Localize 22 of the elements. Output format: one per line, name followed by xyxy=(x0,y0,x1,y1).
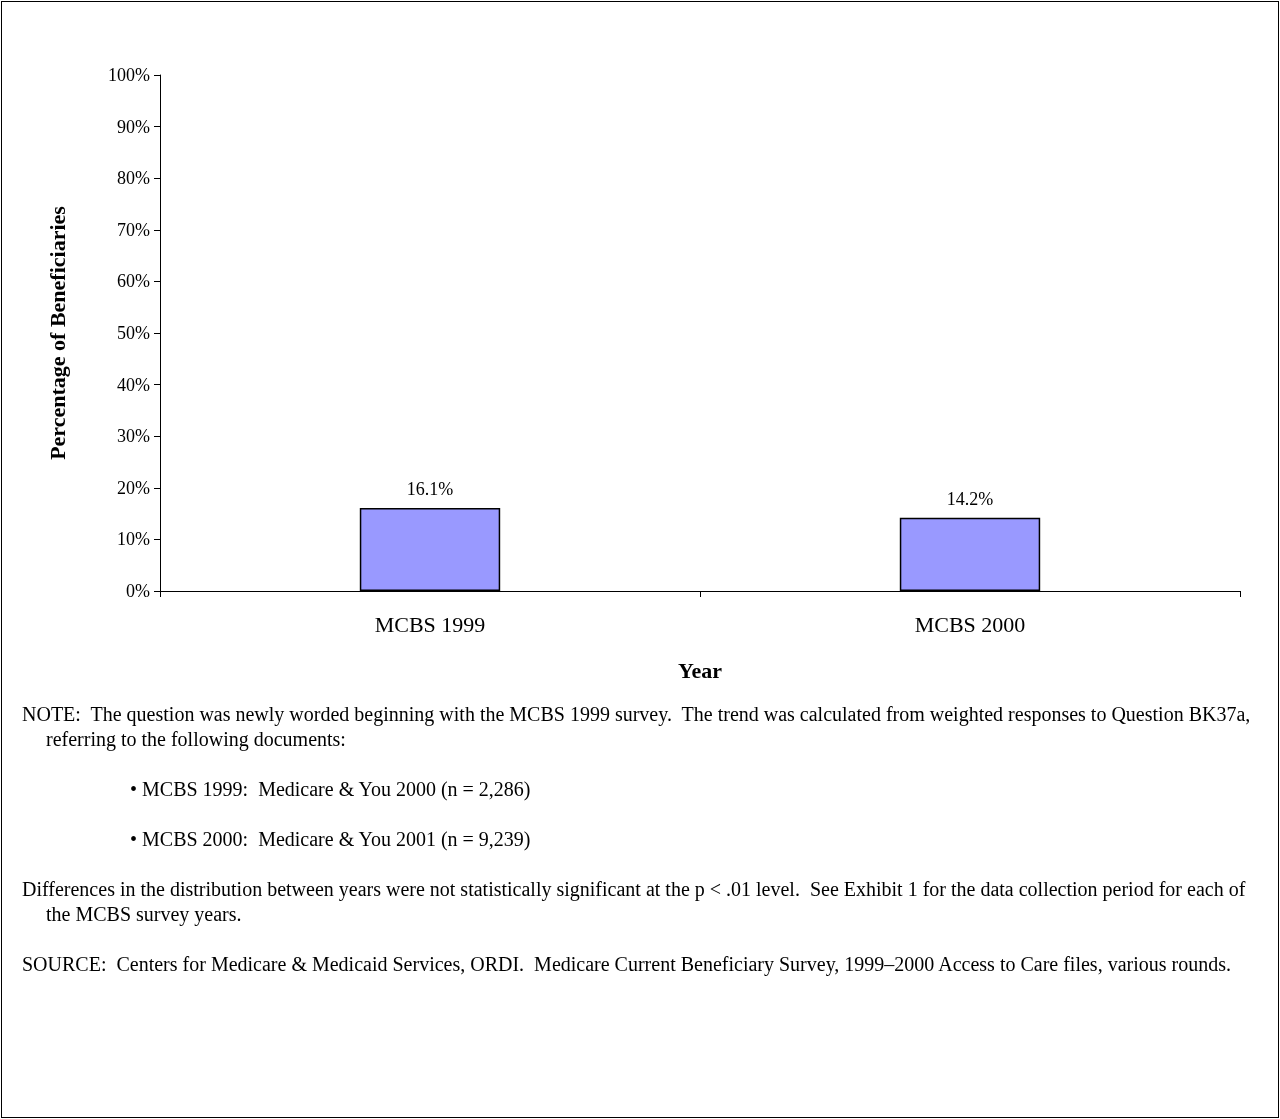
y-tick-label: 10% xyxy=(117,529,150,550)
y-tick-label: 80% xyxy=(117,168,150,189)
text: NOTE: The question was newly worded beginning with the MCBS 1999 survey. The trend was calculated from weighted responses to Question BK37a, referring to the following documents: xyxy=(22,702,1252,752)
x-tick-label: MCBS 1999 xyxy=(374,611,486,637)
x-tick-label: MCBS 2000 xyxy=(914,611,1026,637)
y-tick-label: 20% xyxy=(117,477,150,498)
y-tick-label: 90% xyxy=(117,116,150,137)
data-label: 14.2% xyxy=(946,488,994,509)
y-axis-title: Percentage of Beneficiaries xyxy=(44,205,70,460)
y-tick-label: 60% xyxy=(117,271,150,292)
text: • MCBS 1999: Medicare & You 2000 (n = 2,286) xyxy=(129,777,532,802)
text: Differences in the distribution between years were not statistically significant at the p < .01 level. See Exhibit 1 for the data collection period for each of the MCBS survey years. xyxy=(22,877,1247,927)
y-tick-label: 40% xyxy=(117,374,150,395)
x-axis-title: Year xyxy=(678,657,723,683)
y-tick-label: 0% xyxy=(126,581,150,601)
source-note: SOURCE: Centers for Medicare & Medicaid Services, ORDI. Medicare Current Beneficiary Survey, 1999–2000 Access to Care files, various rounds. xyxy=(22,952,1232,977)
y-tick-label: 50% xyxy=(117,323,150,343)
y-tick-label: 30% xyxy=(117,426,150,447)
y-tick-label: 100% xyxy=(108,65,150,85)
data-label: 16.1% xyxy=(406,478,454,499)
text: • MCBS 2000: Medicare & You 2001 (n = 9,239) xyxy=(129,827,532,852)
y-tick-label: 70% xyxy=(117,219,150,240)
